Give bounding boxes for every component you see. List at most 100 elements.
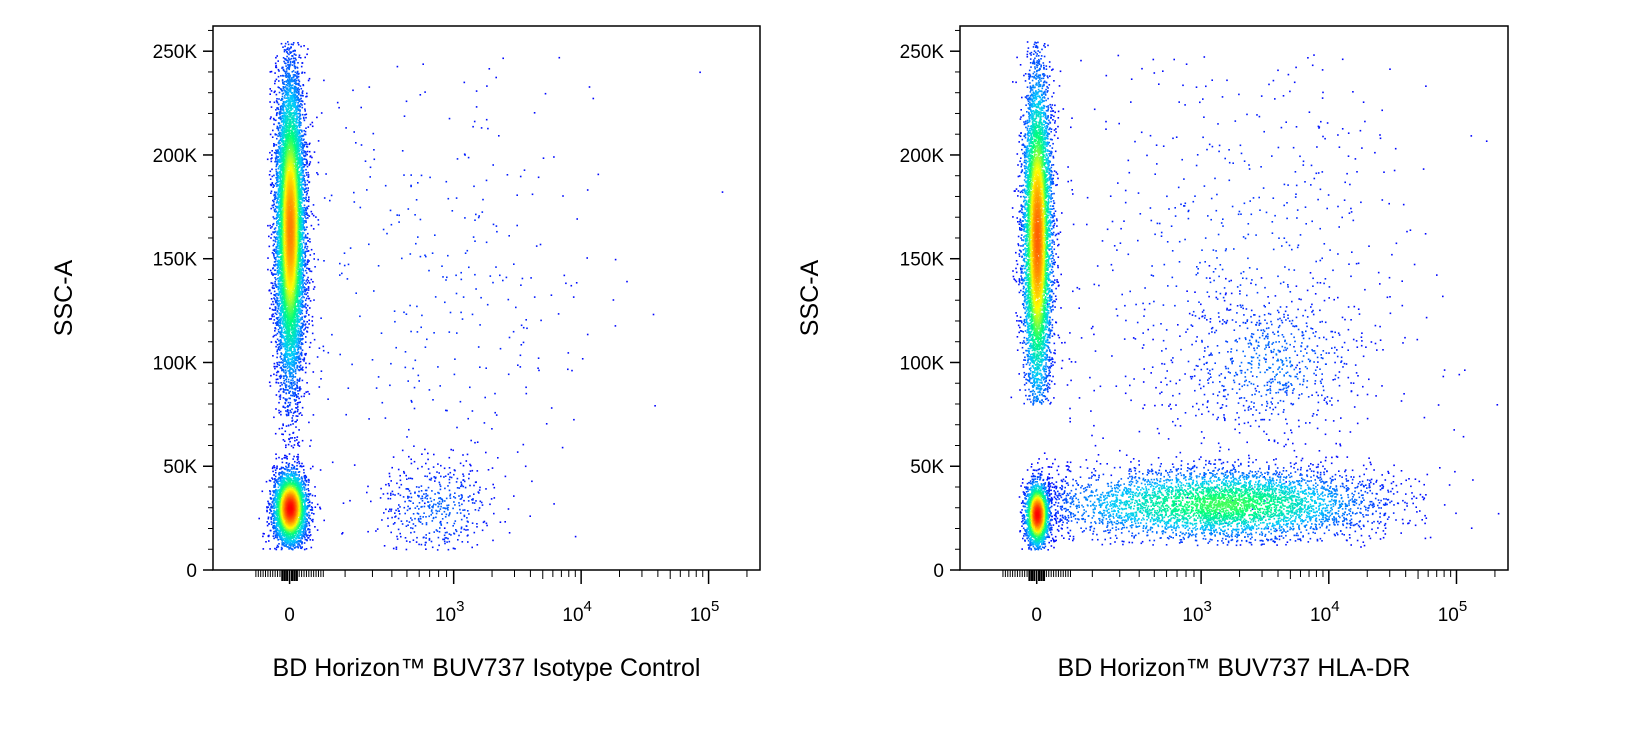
event-dot — [291, 358, 294, 361]
event-dot — [267, 224, 269, 227]
event-dot — [304, 235, 307, 238]
event-dot — [277, 108, 279, 111]
event-dot — [276, 221, 278, 223]
event-dot — [301, 290, 304, 293]
event-dot — [271, 273, 273, 275]
event-dot — [288, 548, 290, 550]
event-dot — [425, 523, 428, 526]
event-dot — [478, 507, 481, 509]
event-dot — [270, 504, 273, 506]
event-dot — [394, 522, 396, 524]
event-dot — [303, 178, 305, 181]
event-dot — [273, 209, 276, 211]
event-dot — [299, 339, 302, 341]
event-dot — [298, 309, 301, 311]
event-dot — [289, 539, 291, 542]
event-dot — [292, 375, 295, 378]
event-dot — [292, 70, 295, 72]
event-dot — [282, 481, 285, 483]
event-dot — [428, 515, 430, 518]
event-dot — [273, 484, 275, 487]
event-dot — [289, 91, 292, 93]
event-dot — [355, 142, 357, 144]
event-dot — [300, 303, 303, 305]
event-dot — [289, 542, 291, 545]
event-dot — [302, 84, 304, 86]
event-dot — [305, 161, 308, 164]
event-dot — [290, 105, 293, 107]
event-dot — [302, 249, 305, 251]
event-dot — [272, 274, 274, 276]
event-dot — [276, 338, 279, 341]
event-dot — [456, 512, 459, 514]
event-dot — [274, 82, 276, 85]
event-dot — [268, 540, 270, 542]
event-dot — [271, 157, 273, 159]
event-dot — [384, 417, 387, 419]
event-dot — [411, 519, 413, 521]
event-dot — [302, 209, 304, 211]
event-dot — [452, 547, 455, 550]
event-dot — [301, 465, 303, 468]
event-dot — [304, 108, 306, 110]
event-dot — [297, 539, 300, 542]
event-dot — [408, 477, 410, 480]
event-dot — [290, 366, 292, 369]
event-dot — [415, 486, 418, 488]
event-dot — [291, 437, 294, 439]
event-dot — [287, 463, 290, 466]
event-dot — [504, 521, 506, 523]
event-dot — [425, 493, 427, 495]
event-dot — [287, 466, 290, 468]
event-dot — [458, 534, 460, 537]
event-dot — [295, 426, 297, 428]
event-dot — [400, 535, 402, 538]
event-dot — [283, 83, 285, 85]
event-dot — [571, 369, 573, 372]
event-dot — [285, 544, 287, 546]
event-dot — [404, 366, 407, 369]
event-dot — [278, 471, 281, 474]
event-dot — [398, 486, 401, 489]
event-dot — [327, 398, 329, 400]
event-dot — [280, 121, 283, 123]
event-dot — [310, 506, 313, 508]
event-dot — [303, 516, 305, 518]
event-dot — [301, 233, 304, 236]
event-dot — [306, 248, 308, 250]
event-dot — [431, 506, 433, 508]
event-dot — [297, 102, 299, 104]
event-dot — [439, 385, 441, 387]
event-dot — [279, 124, 281, 127]
event-dot — [297, 369, 300, 371]
event-dot — [280, 340, 282, 342]
event-dot — [284, 373, 287, 375]
event-dot — [508, 532, 511, 534]
event-dot — [304, 288, 307, 291]
event-dot — [298, 474, 300, 476]
event-dot — [279, 299, 281, 302]
event-dot — [276, 303, 279, 306]
event-dot — [574, 535, 577, 538]
event-dot — [273, 287, 275, 289]
event-dot — [307, 286, 310, 288]
event-dot — [481, 211, 484, 213]
event-dot — [428, 505, 430, 508]
event-dot — [415, 199, 418, 201]
event-dot — [293, 114, 295, 117]
event-dot — [308, 282, 311, 284]
event-dot — [288, 68, 290, 71]
event-dot — [298, 121, 301, 123]
event-dot — [399, 506, 401, 508]
event-dot — [283, 544, 285, 547]
event-dot — [309, 445, 311, 447]
event-dot — [475, 288, 477, 290]
event-dot — [408, 455, 410, 458]
event-dot — [479, 324, 481, 326]
event-dot — [302, 197, 304, 200]
event-dot — [280, 319, 282, 321]
event-dot — [316, 529, 319, 531]
event-dot — [302, 325, 304, 327]
event-dot — [305, 217, 307, 220]
event-dot — [289, 409, 291, 412]
